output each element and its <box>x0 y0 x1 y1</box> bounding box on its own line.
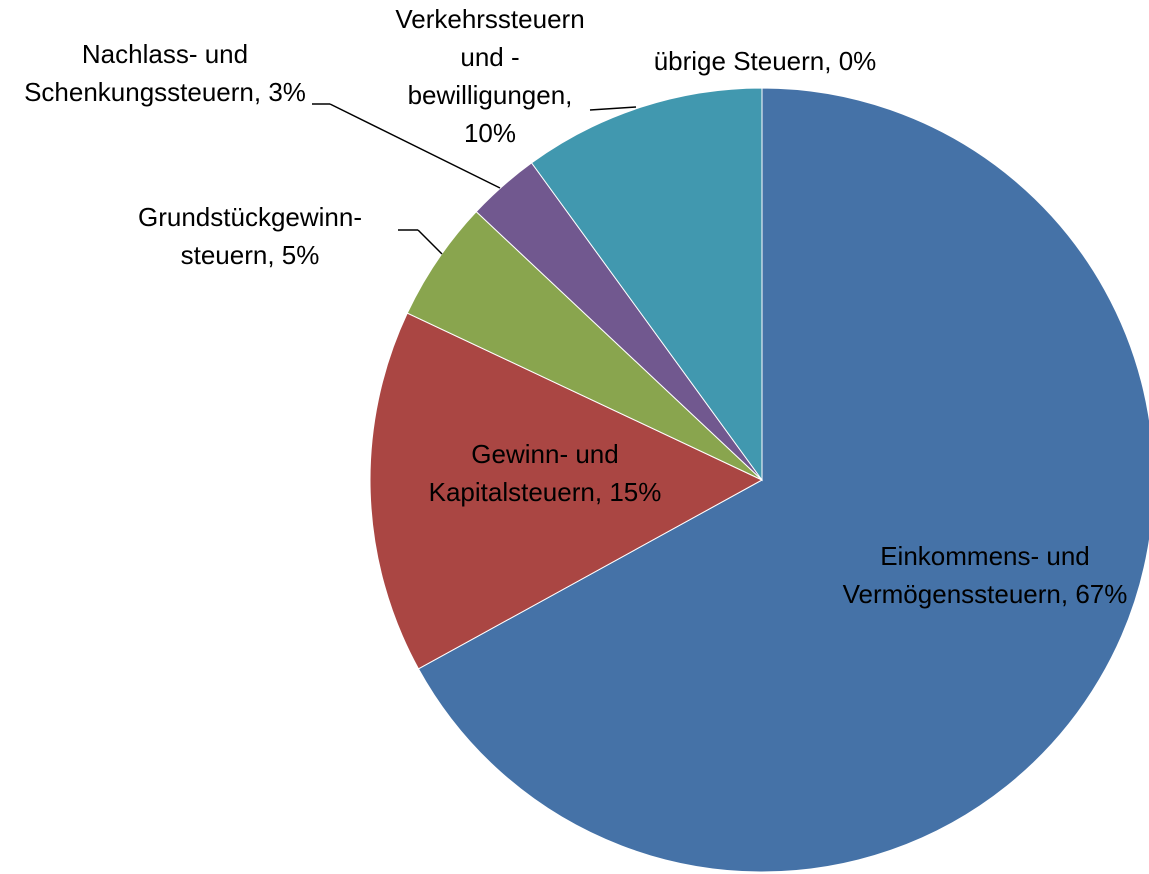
leader-line <box>589 106 637 111</box>
slice-label: Gewinn- und Kapitalsteuern, 15% <box>415 435 675 511</box>
separator: , <box>267 240 282 270</box>
category-name: Grundstückgewinn-steuern <box>138 202 362 270</box>
separator: , <box>1060 579 1076 609</box>
pie-slice <box>369 312 764 670</box>
value-label: 15% <box>609 477 662 507</box>
value-label: 5% <box>281 240 320 270</box>
pie-slice <box>530 87 763 482</box>
slice-label: übrige Steuern, 0% <box>615 42 915 80</box>
leader-line <box>417 229 443 255</box>
leader-line <box>329 103 501 189</box>
pie-slice <box>417 87 1149 873</box>
category-name: übrige Steuern <box>653 46 825 76</box>
category-name: Nachlass- und Schenkungssteuern <box>24 39 254 107</box>
separator: , <box>594 477 610 507</box>
category-name: Gewinn- und Kapitalsteuern <box>428 439 619 507</box>
slices <box>369 87 1149 873</box>
category-name: Verkehrssteuern und -bewilligungen <box>395 4 585 110</box>
slice-label: Grundstückgewinn-steuern, 5% <box>100 198 400 274</box>
value-label: 10% <box>463 118 517 148</box>
value-label: 3% <box>268 77 306 107</box>
separator: , <box>253 77 269 107</box>
separator: , <box>565 80 573 110</box>
value-label: 0% <box>838 46 877 76</box>
category-name: Einkommens- und Vermögenssteuern <box>842 541 1090 609</box>
slice-label: Verkehrssteuern und -bewilligungen, 10% <box>383 0 598 152</box>
separator: , <box>824 46 839 76</box>
slice-label: Nachlass- und Schenkungssteuern, 3% <box>15 35 315 111</box>
slice-label: Einkommens- und Vermögenssteuern, 67% <box>835 537 1135 613</box>
value-label: 67% <box>1075 579 1128 609</box>
